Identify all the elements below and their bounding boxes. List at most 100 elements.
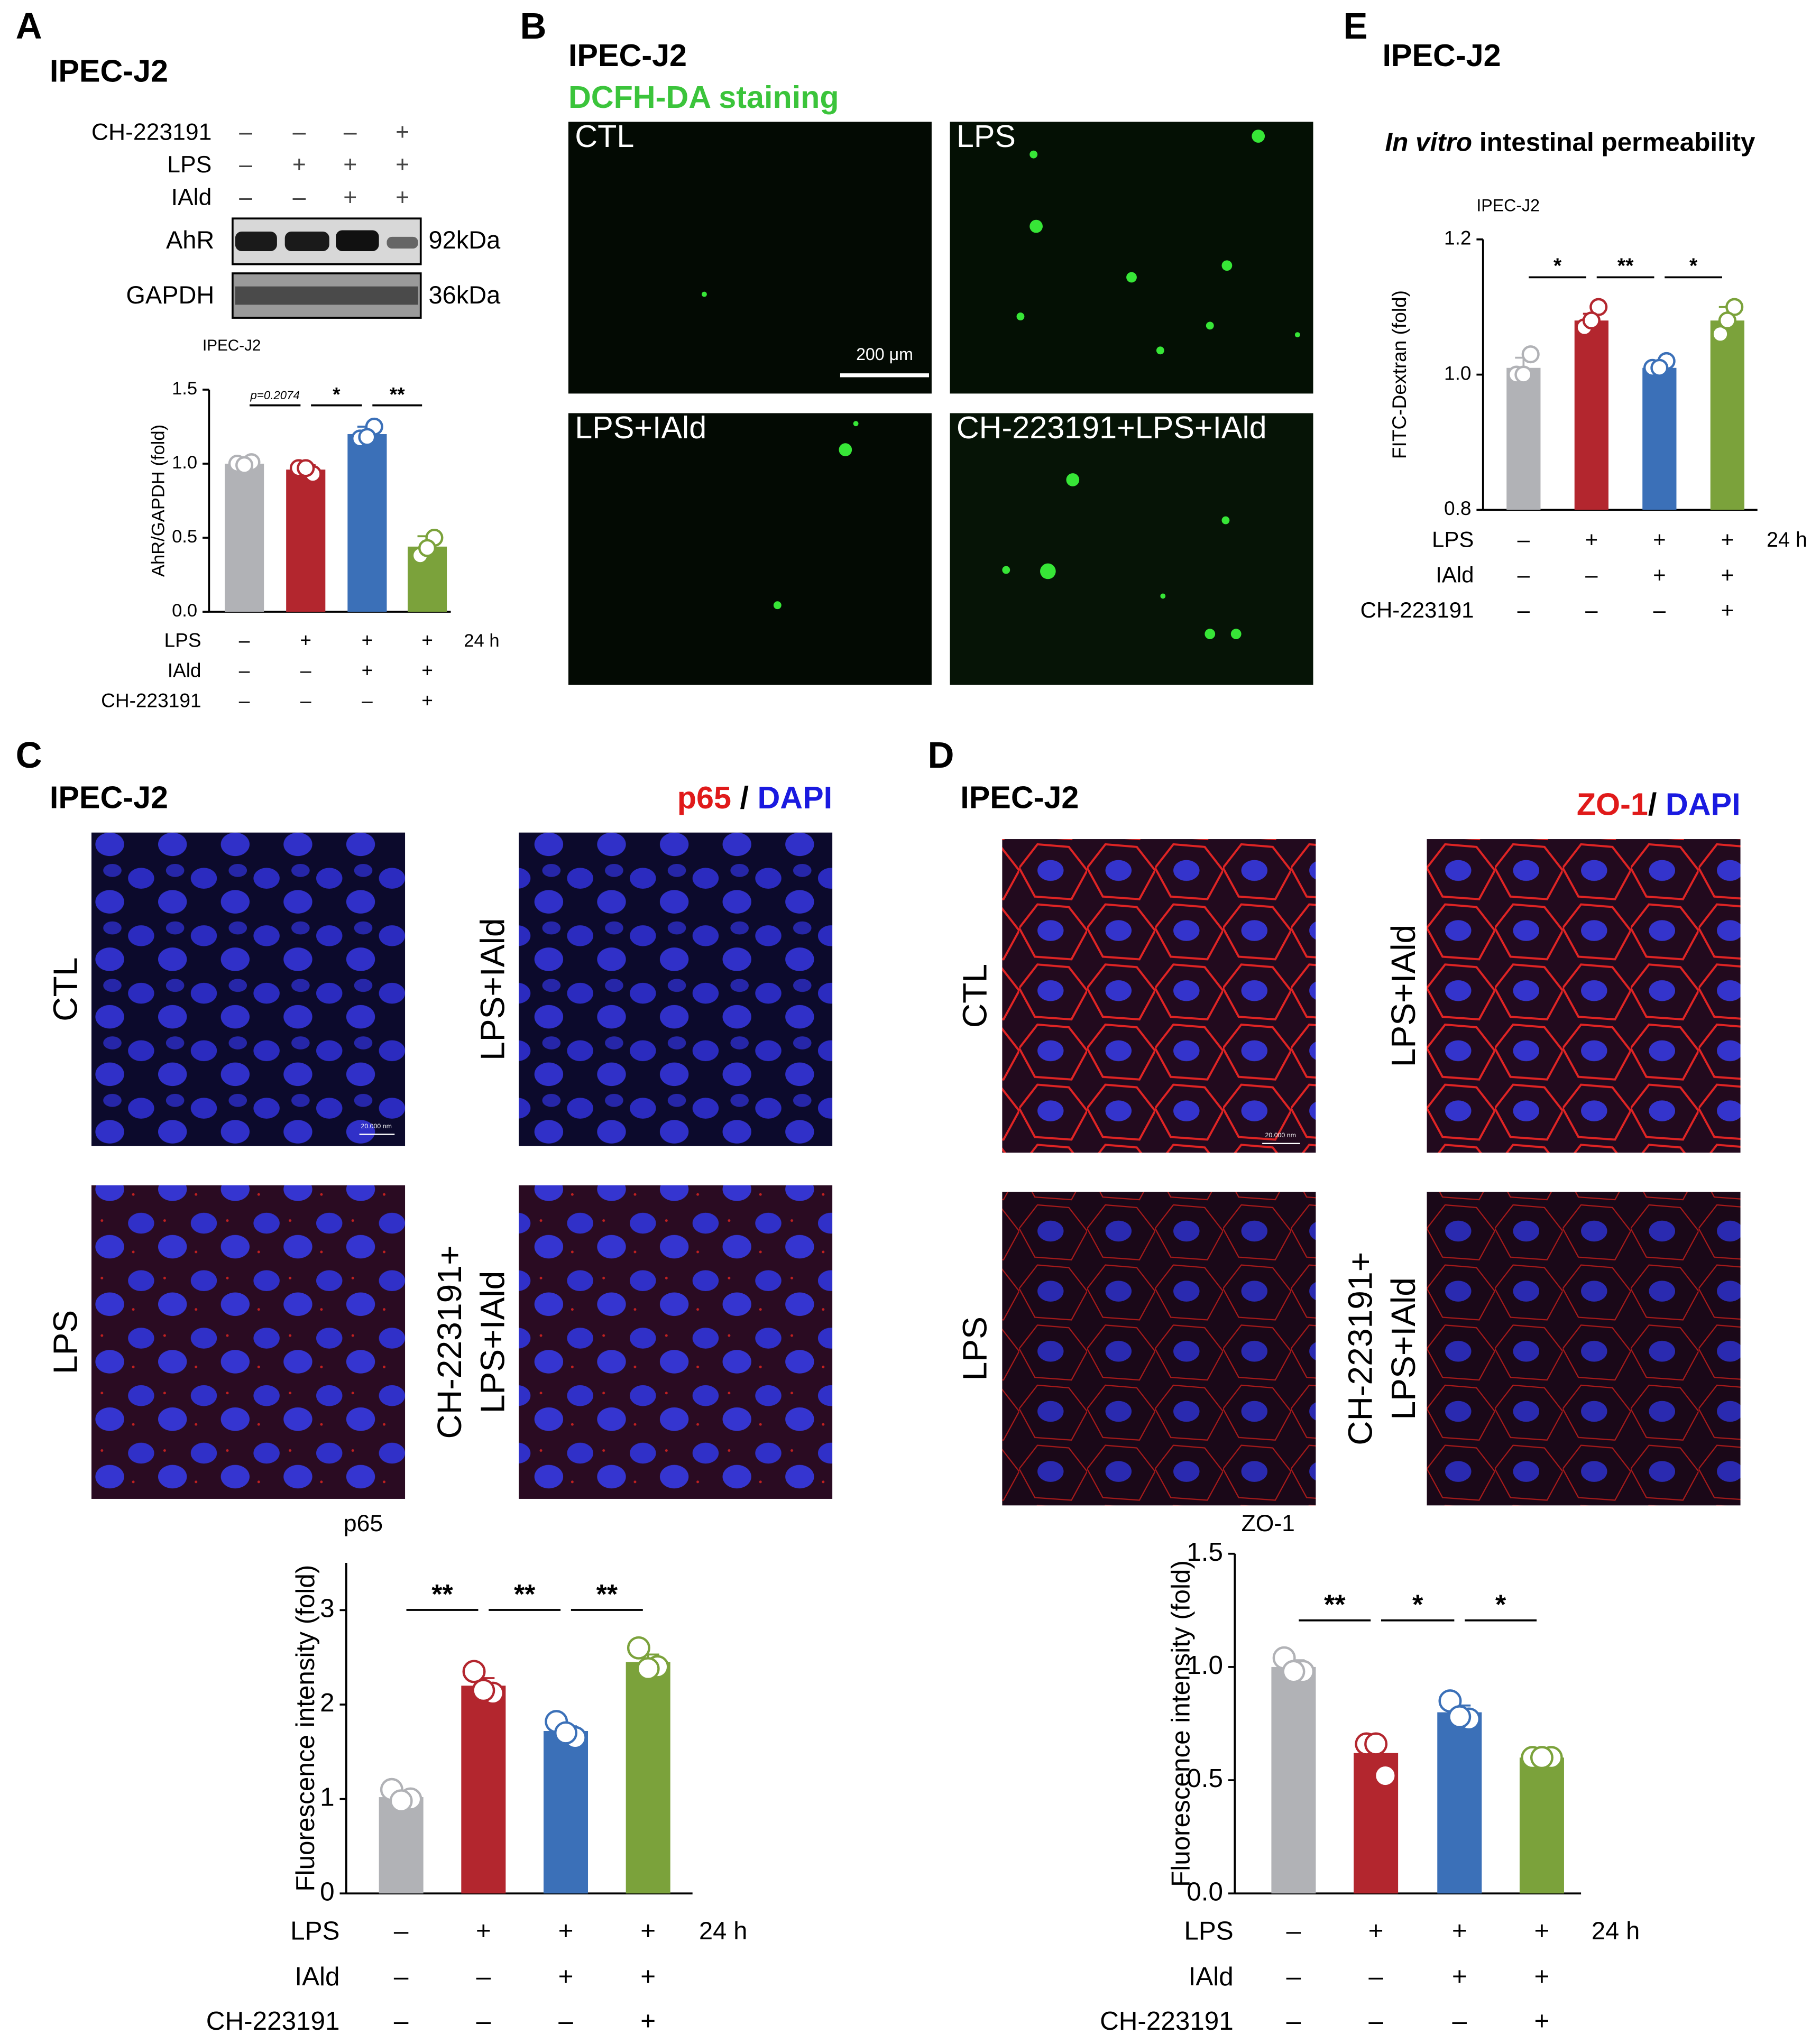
panel-letter: C xyxy=(16,734,42,776)
condition-mark: + xyxy=(362,629,373,651)
data-point xyxy=(1650,358,1669,377)
subtitle-text: intestinal permeability xyxy=(1479,127,1755,156)
significance-label: ** xyxy=(431,1579,453,1609)
panel-letter: D xyxy=(928,734,954,776)
panel-subtitle: In vitro intestinal permeability xyxy=(1385,127,1755,156)
blot-mark: + xyxy=(396,185,409,210)
data-point xyxy=(554,1721,577,1745)
condition-mark: + xyxy=(1653,527,1666,552)
significance-label: ** xyxy=(514,1579,536,1609)
stain-legend: ZO-1/ DAPI xyxy=(1577,786,1741,822)
chart-title: p65 xyxy=(344,1511,383,1536)
image-label: CH-223191+ xyxy=(1341,1252,1379,1445)
band xyxy=(336,230,379,252)
data-point xyxy=(462,1660,486,1683)
data-point xyxy=(1514,365,1533,384)
duration-label: 24 h xyxy=(1767,528,1807,551)
image-label: LPS xyxy=(955,1316,994,1380)
blot-mark: + xyxy=(343,185,357,210)
condition-mark: – xyxy=(1653,597,1666,622)
condition-mark: – xyxy=(1286,1962,1301,1991)
condition-mark: – xyxy=(300,659,311,682)
data-point xyxy=(358,428,376,446)
band-size: 92kDa xyxy=(429,226,501,254)
scale-bar-label: 20.000 nm xyxy=(361,1122,392,1130)
bar xyxy=(379,1797,424,1894)
micrograph xyxy=(1002,1192,1316,1506)
significance-label: * xyxy=(1412,1589,1423,1620)
condition-label: CH-223191 xyxy=(1100,2006,1234,2036)
micrograph xyxy=(519,832,833,1146)
condition-mark: – xyxy=(300,689,311,711)
condition-mark: + xyxy=(421,689,433,711)
western-blot xyxy=(232,217,422,319)
data-point xyxy=(1582,311,1601,330)
data-point xyxy=(1718,311,1736,330)
blot-mark: + xyxy=(396,119,409,145)
condition-mark: + xyxy=(1452,1916,1467,1945)
condition-mark: – xyxy=(394,2006,409,2036)
micrograph xyxy=(568,122,932,394)
bar xyxy=(225,463,264,612)
micrograph xyxy=(568,413,932,685)
bar xyxy=(543,1731,589,1894)
condition-mark: + xyxy=(421,659,433,682)
y-tick-label: 2 xyxy=(320,1688,334,1717)
stain-sep: / xyxy=(1648,786,1657,822)
blot-mark: – xyxy=(293,119,306,145)
image-label: CH-223191+ xyxy=(430,1245,468,1439)
condition-label: CH-223191 xyxy=(206,2006,340,2036)
condition-mark: – xyxy=(239,689,250,711)
y-axis-label: FITC-Dextran (fold) xyxy=(1388,290,1410,459)
panel-title: IPEC-J2 xyxy=(960,780,1079,815)
band xyxy=(284,231,329,252)
blot-row-label: CH-223191 xyxy=(91,119,212,145)
band-label: AhR xyxy=(166,226,214,254)
significance-label: ** xyxy=(1324,1589,1346,1620)
y-tick-label: 1.5 xyxy=(172,379,197,399)
y-axis-label: Fluorescence intensity (fold) xyxy=(291,1565,320,1892)
stain-red: ZO-1 xyxy=(1577,786,1648,822)
significance-label: ** xyxy=(1617,254,1634,278)
condition-mark: – xyxy=(1286,1916,1301,1945)
significance-label: ** xyxy=(596,1579,618,1609)
panel-title: IPEC-J2 xyxy=(568,38,687,73)
condition-mark: – xyxy=(1518,562,1530,587)
data-point xyxy=(1711,325,1730,343)
condition-label: IAld xyxy=(1436,562,1474,587)
condition-mark: – xyxy=(558,2006,573,2036)
data-point xyxy=(1589,298,1608,316)
image-label: CH-223191+LPS+IAld xyxy=(957,410,1267,445)
fluorescence-images xyxy=(568,122,1313,685)
micrograph xyxy=(1427,1192,1741,1506)
y-tick-label: 1.0 xyxy=(1444,362,1472,384)
bar xyxy=(461,1686,506,1894)
panel-title: IPEC-J2 xyxy=(1382,38,1501,73)
micrograph xyxy=(1427,839,1741,1153)
condition-mark: + xyxy=(1721,562,1734,587)
chart-title: ZO-1 xyxy=(1242,1511,1295,1536)
subtitle-italic: In vitro xyxy=(1385,127,1472,156)
condition-mark: + xyxy=(1721,597,1734,622)
blot-mark: – xyxy=(239,119,252,145)
data-point xyxy=(1364,1732,1388,1756)
condition-mark: + xyxy=(1452,1962,1467,1991)
condition-mark: + xyxy=(1653,562,1666,587)
panel-letter: A xyxy=(16,5,42,47)
y-tick-label: 1.0 xyxy=(172,453,197,473)
significance-label: * xyxy=(1495,1589,1506,1620)
condition-mark: + xyxy=(1534,1916,1550,1945)
image-label: LPS+IAld xyxy=(474,1271,512,1414)
condition-label: LPS xyxy=(1184,1916,1233,1945)
significance-label: * xyxy=(333,383,341,406)
data-point xyxy=(389,1789,413,1813)
chart-title: IPEC-J2 xyxy=(203,337,261,354)
bar xyxy=(1519,1757,1564,1894)
condition-label: CH-223191 xyxy=(1360,597,1474,622)
data-point xyxy=(235,456,254,474)
data-point xyxy=(1725,298,1744,316)
band-size: 36kDa xyxy=(429,281,501,309)
scale-bar-label: 200 μm xyxy=(856,345,913,364)
